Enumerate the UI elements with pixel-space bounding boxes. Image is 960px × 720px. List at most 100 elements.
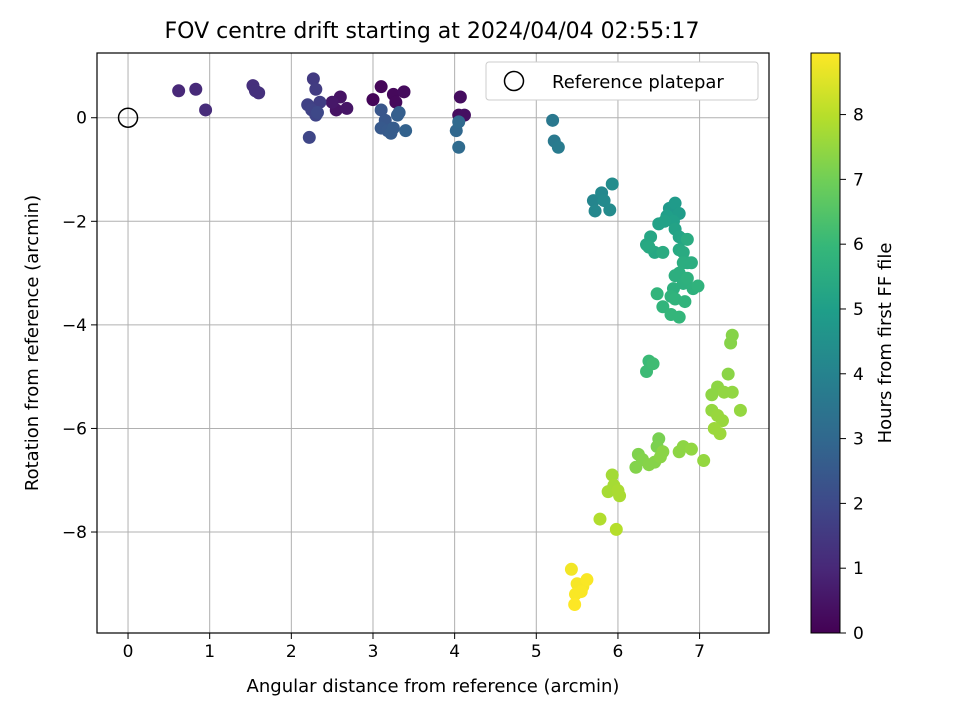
x-tick-label: 0 <box>123 642 134 662</box>
data-point <box>593 512 607 526</box>
y-tick-label: −8 <box>62 523 87 543</box>
data-point <box>325 95 339 109</box>
x-tick-label: 4 <box>449 642 460 662</box>
data-point <box>310 106 324 120</box>
data-point <box>588 204 602 218</box>
y-tick-label: −2 <box>62 212 87 232</box>
x-axis-ticks: 0 1 2 3 4 5 6 7 <box>123 633 705 662</box>
data-point <box>340 101 354 115</box>
data-point <box>564 562 578 576</box>
data-point <box>680 271 694 285</box>
data-point <box>172 84 186 98</box>
data-point <box>646 357 660 371</box>
data-point <box>713 427 727 441</box>
data-point <box>724 336 738 350</box>
data-point <box>580 573 594 587</box>
data-point <box>574 585 588 599</box>
plot-area <box>96 52 770 634</box>
data-point <box>605 468 619 482</box>
data-point <box>306 72 320 86</box>
colorbar-tick-label: 8 <box>853 106 864 126</box>
x-tick-label: 1 <box>204 642 215 662</box>
colorbar-tick-label: 5 <box>853 300 864 320</box>
colorbar-tick-label: 7 <box>853 170 864 190</box>
data-point <box>313 95 327 109</box>
colorbar-ticks: 0 1 2 3 4 5 6 7 8 <box>840 106 864 644</box>
data-point <box>302 130 316 144</box>
data-point <box>678 295 692 309</box>
data-point <box>603 203 617 217</box>
x-tick-label: 5 <box>531 642 542 662</box>
colorbar-tick-label: 3 <box>853 430 864 450</box>
x-tick-label: 3 <box>368 642 379 662</box>
data-point <box>656 245 670 259</box>
plot-background <box>97 53 769 633</box>
data-point <box>629 460 643 474</box>
colorbar-gradient <box>810 52 841 634</box>
chart-title: FOV centre drift starting at 2024/04/04 … <box>165 19 700 44</box>
colorbar-tick-label: 6 <box>853 235 864 255</box>
data-point <box>597 194 611 208</box>
legend-reference-icon <box>503 70 525 92</box>
data-point <box>657 214 671 228</box>
data-point <box>189 82 203 96</box>
data-point <box>668 269 682 283</box>
data-point <box>609 522 623 536</box>
data-point <box>605 177 619 191</box>
data-point <box>733 403 747 417</box>
data-point <box>309 82 323 96</box>
data-point <box>650 287 664 301</box>
data-point <box>452 140 466 154</box>
data-point <box>397 85 411 99</box>
data-point <box>386 121 400 135</box>
colorbar-tick-label: 1 <box>853 559 864 579</box>
data-point <box>680 232 694 246</box>
data-point <box>601 485 615 499</box>
x-tick-label: 7 <box>694 642 705 662</box>
x-tick-label: 6 <box>613 642 624 662</box>
data-points <box>172 72 747 612</box>
data-point <box>697 454 711 468</box>
data-point <box>668 292 682 306</box>
data-point <box>653 450 667 464</box>
y-tick-label: 0 <box>76 109 87 129</box>
data-point <box>676 245 690 259</box>
data-point <box>721 367 735 381</box>
data-point <box>642 240 656 254</box>
data-point <box>551 140 565 154</box>
data-point <box>705 388 719 402</box>
y-axis-ticks: 0 −2 −4 −6 −8 <box>62 109 97 543</box>
data-point <box>374 103 388 117</box>
data-point <box>453 90 467 104</box>
data-point <box>452 115 466 129</box>
data-point <box>715 414 729 428</box>
reference-platepar-marker <box>117 107 139 128</box>
colorbar: 0 1 2 3 4 5 6 7 8 Hours from first FF file <box>810 52 896 644</box>
plot-frame <box>96 52 770 634</box>
data-point <box>252 86 266 100</box>
data-point <box>684 442 698 456</box>
y-axis-label: Rotation from reference (arcmin) <box>22 195 43 491</box>
colorbar-tick-label: 0 <box>853 624 864 644</box>
data-point <box>546 113 560 127</box>
data-point <box>684 256 698 270</box>
x-tick-label: 2 <box>286 642 297 662</box>
data-point <box>568 598 582 612</box>
data-point <box>656 300 670 314</box>
data-point <box>399 124 413 138</box>
data-point <box>691 279 705 293</box>
data-point <box>613 489 627 503</box>
colorbar-tick-label: 4 <box>853 365 864 385</box>
colorbar-tick-label: 2 <box>853 494 864 514</box>
legend: Reference platepar <box>485 61 759 101</box>
data-point <box>199 103 213 117</box>
data-point <box>366 93 380 107</box>
y-tick-label: −6 <box>62 419 87 439</box>
data-point <box>725 385 739 399</box>
data-point <box>672 310 686 324</box>
legend-box <box>485 61 759 101</box>
data-point <box>389 95 403 109</box>
data-point <box>668 196 682 210</box>
legend-entry-label: Reference platepar <box>552 72 724 93</box>
